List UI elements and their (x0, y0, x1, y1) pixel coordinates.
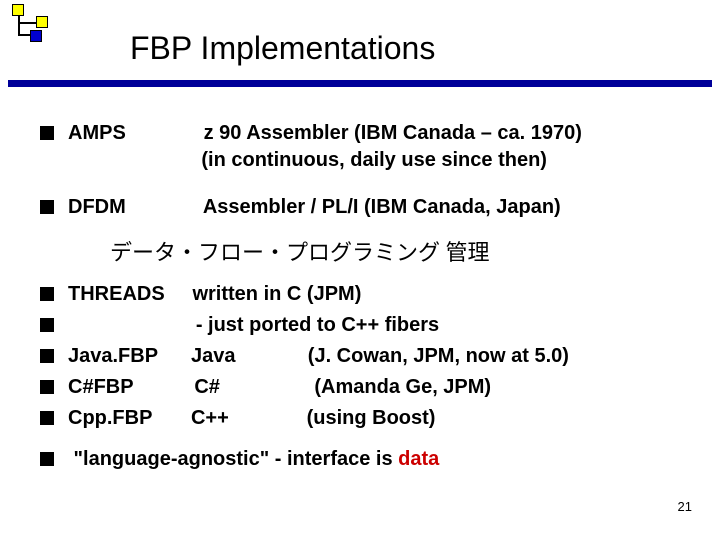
item-text: Java.FBP Java (J. Cowan, JPM, now at 5.0… (68, 343, 569, 370)
logo-icon (8, 8, 50, 50)
item-text: - just ported to C++ fibers (68, 312, 439, 339)
title-underline (8, 80, 712, 87)
bullet-icon (40, 287, 54, 301)
list-item: Cpp.FBP C++ (using Boost) (40, 405, 680, 432)
list-item: THREADS written in C (JPM) (40, 281, 680, 308)
item-text: DFDM Assembler / PL/I (IBM Canada, Japan… (68, 194, 561, 221)
list-item: AMPS z 90 Assembler (IBM Canada – ca. 19… (40, 120, 680, 174)
bullet-icon (40, 380, 54, 394)
list-item: Java.FBP Java (J. Cowan, JPM, now at 5.0… (40, 343, 680, 370)
slide-content: AMPS z 90 Assembler (IBM Canada – ca. 19… (40, 120, 680, 477)
list-item: DFDM Assembler / PL/I (IBM Canada, Japan… (40, 194, 680, 221)
closing-text: "language-agnostic" - interface is data (68, 446, 439, 473)
page-number: 21 (678, 499, 692, 514)
item-text: Cpp.FBP C++ (using Boost) (68, 405, 435, 432)
list-item: "language-agnostic" - interface is data (40, 446, 680, 473)
bullet-icon (40, 318, 54, 332)
bullet-icon (40, 126, 54, 140)
item-text: C#FBP C# (Amanda Ge, JPM) (68, 374, 491, 401)
bullet-icon (40, 349, 54, 363)
item-text: AMPS z 90 Assembler (IBM Canada – ca. 19… (68, 120, 582, 174)
list-item: - just ported to C++ fibers (40, 312, 680, 339)
bullet-icon (40, 200, 54, 214)
slide-title: FBP Implementations (130, 30, 435, 67)
item-text: THREADS written in C (JPM) (68, 281, 361, 308)
list-item: C#FBP C# (Amanda Ge, JPM) (40, 374, 680, 401)
bullet-icon (40, 411, 54, 425)
japanese-text: データ・フロー・プログラミング 管理 (110, 235, 680, 267)
bullet-icon (40, 452, 54, 466)
